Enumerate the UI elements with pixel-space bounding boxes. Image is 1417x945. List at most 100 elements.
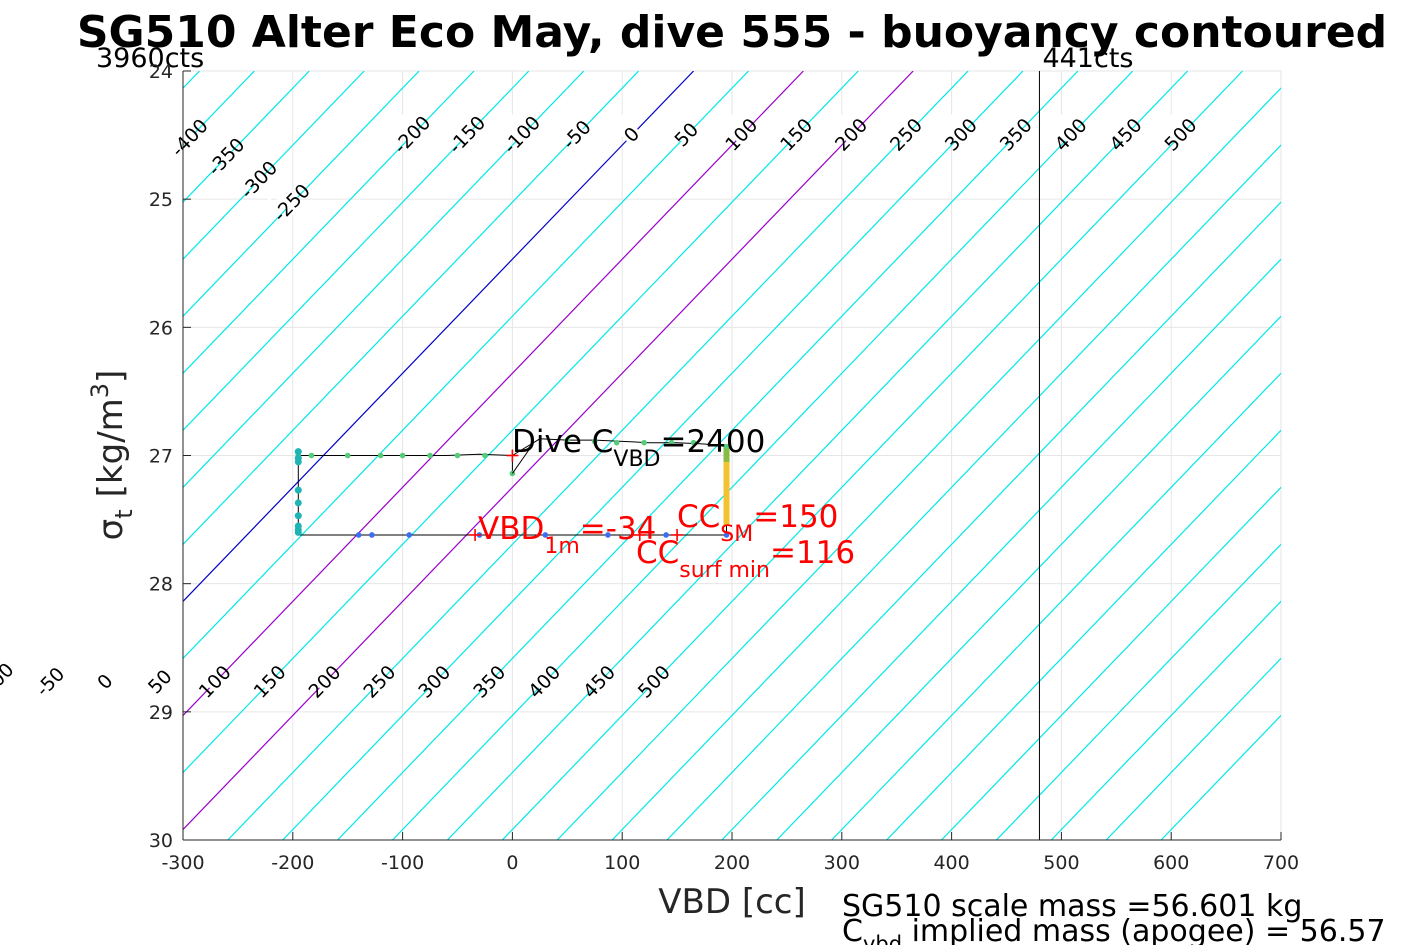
contour-label-bg	[578, 660, 621, 704]
cc-sm-annotation: CCSM=150	[677, 499, 838, 547]
sample-point-green	[641, 439, 647, 446]
x-tick-label: 100	[604, 852, 640, 874]
sample-point-teal	[294, 486, 302, 494]
contour-line-700	[721, 258, 1281, 840]
x-tick-label: -200	[271, 852, 314, 874]
sample-point-teal	[294, 458, 302, 466]
contour-label-bg	[358, 660, 402, 704]
sample-point-green	[723, 443, 730, 450]
count-label-0: 3960cts	[96, 43, 204, 74]
contour-line-300	[282, 71, 1024, 840]
x-tick-label: 500	[1043, 852, 1079, 874]
contour-line-950	[995, 543, 1281, 840]
contour-label-bg	[248, 660, 292, 704]
chart-title: SG510 Alter Eco May, dive 555 - buoyancy…	[77, 7, 1387, 58]
sample-point-green	[613, 439, 620, 446]
contour-label-bg	[720, 113, 764, 157]
contour-label-bg	[390, 113, 434, 157]
x-tick-label: 400	[933, 852, 969, 874]
contour-line--600	[0, 71, 35, 840]
sample-point-blue	[723, 532, 730, 538]
contour-label-bg	[237, 158, 281, 202]
contour-line-900	[941, 486, 1281, 840]
contour-label-bg	[168, 116, 212, 160]
contour-line--50	[183, 71, 640, 546]
sample-point-blue	[605, 532, 611, 538]
contour-line-150	[183, 71, 859, 774]
sample-point-green	[308, 452, 315, 459]
contour-label-bg	[270, 181, 314, 225]
y-axis-label: σt [kg/m3]	[86, 370, 138, 541]
y-tick-label: 30	[149, 830, 173, 852]
sample-point-green	[377, 452, 384, 459]
contour-line-350	[337, 71, 1079, 840]
y-tick-label: 27	[149, 446, 173, 468]
y-tick-label: 28	[149, 574, 173, 596]
contour-line--550	[0, 71, 90, 840]
y-axis-label-symbol: σ	[91, 519, 131, 541]
contour-label-bg	[1049, 113, 1093, 157]
y-tick-label: 24	[149, 61, 173, 83]
contour-label-bg	[1104, 113, 1148, 157]
contour-label-bg	[775, 113, 819, 157]
contour-label-bg	[138, 660, 182, 704]
sample-point-green	[399, 452, 406, 459]
contour-label-bg	[830, 113, 873, 157]
sample-point-teal	[294, 499, 302, 507]
contour-line-400	[392, 71, 1134, 840]
y-tick-label: 29	[149, 702, 173, 724]
dive-cvbd-leader	[511, 444, 533, 474]
sample-point-blue	[663, 532, 669, 538]
contour-line-750	[776, 315, 1281, 840]
sample-point-blue	[355, 532, 362, 538]
contour-label-bg	[994, 113, 1038, 157]
sample-point-green	[482, 452, 488, 459]
contour-line-650	[666, 201, 1281, 840]
contour-line-800	[831, 372, 1281, 840]
y-axis-label-unit: [kg/m	[91, 398, 131, 497]
sample-point-teal	[294, 448, 302, 456]
sample-point-blue	[369, 532, 375, 538]
contour-label-bg	[665, 113, 709, 157]
contour-line-1000	[1050, 600, 1281, 840]
contour-label-bg	[1159, 113, 1203, 157]
x-tick-label: -100	[381, 852, 424, 874]
sample-point-green	[690, 439, 697, 446]
contour-label-bg	[445, 113, 489, 157]
contour-label-bg	[29, 660, 72, 704]
contour-label-bg	[193, 660, 237, 704]
contour-label-bg	[0, 660, 18, 704]
contour-label-bg	[555, 113, 599, 157]
contour-label-bg	[633, 660, 676, 704]
x-tick-label: 600	[1153, 852, 1189, 874]
contour-label-bg	[939, 113, 983, 157]
sample-point-teal	[294, 512, 302, 520]
contour-line--200	[183, 71, 475, 375]
contour-line-450	[446, 71, 1189, 840]
sample-point-blue	[406, 532, 412, 538]
contour-label-bg	[468, 660, 512, 704]
x-axis-label: VBD [cc]	[658, 882, 806, 922]
y-axis-label-sup: 3	[86, 383, 114, 398]
contour-line-250	[227, 71, 969, 840]
sample-point-green	[564, 437, 571, 443]
contour-line--300	[183, 71, 365, 261]
contour-line-600	[611, 144, 1281, 840]
contour-line-200	[183, 71, 914, 831]
y-axis-label-sub: t	[110, 509, 138, 518]
sample-point-teal	[294, 528, 302, 536]
contour-label-bg	[610, 113, 654, 157]
dive-cvbd-annotation: Dive CVBD=2400	[512, 424, 765, 472]
x-tick-label: 200	[714, 852, 750, 874]
contour-line-500	[501, 71, 1244, 840]
sample-point-green	[427, 452, 433, 459]
vbd-1m-annotation: VBD1m=-34	[478, 511, 656, 559]
sample-point-green	[591, 438, 598, 445]
x-tick-label: -300	[161, 852, 204, 874]
x-tick-label: 0	[506, 852, 518, 874]
dive-trace	[294, 437, 730, 538]
contour-label-bg	[885, 113, 928, 157]
count-label-1: 441cts	[1042, 43, 1133, 74]
